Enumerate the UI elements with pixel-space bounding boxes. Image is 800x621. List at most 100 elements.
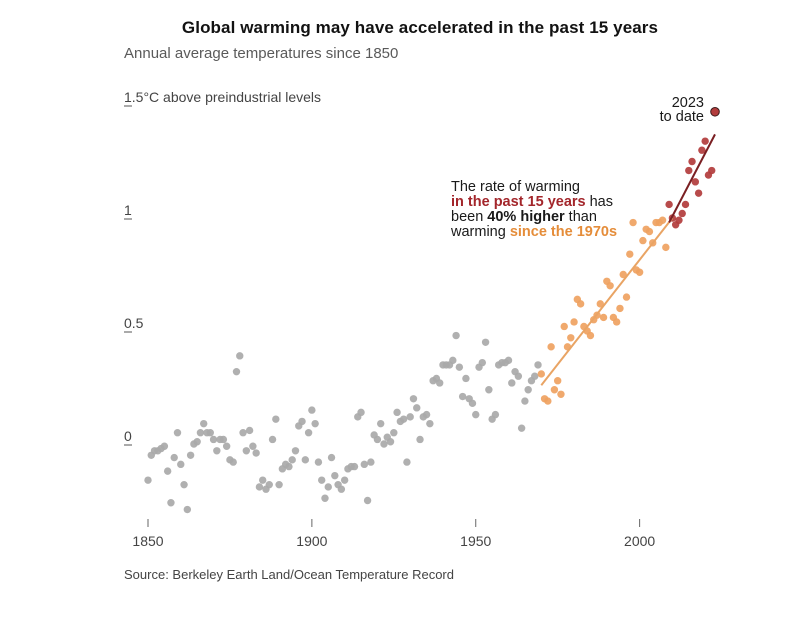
data-point — [524, 386, 532, 394]
data-point — [462, 374, 470, 383]
data-point — [399, 415, 408, 423]
data-point — [413, 404, 421, 412]
data-point — [586, 331, 595, 340]
annotation-than: than — [565, 209, 597, 225]
data-point — [367, 458, 375, 466]
data-point — [324, 483, 332, 491]
data-point — [504, 356, 513, 365]
data-point — [550, 386, 559, 394]
data-point — [252, 449, 260, 457]
annotations: 2023 to date The rate of warming in the … — [450, 95, 704, 240]
data-point — [170, 453, 178, 462]
annotation-40-percent: 40% higher — [487, 209, 565, 225]
data-point — [209, 435, 218, 444]
data-point — [173, 429, 182, 437]
data-point — [298, 417, 306, 426]
data-point — [553, 377, 562, 385]
data-point — [213, 447, 221, 455]
data-point — [599, 313, 608, 322]
data-point — [314, 458, 323, 466]
annotation-has: has — [586, 194, 613, 210]
data-point — [681, 200, 690, 209]
data-point — [275, 480, 283, 489]
data-point — [206, 429, 214, 437]
data-point — [350, 462, 359, 471]
data-point — [222, 442, 231, 450]
data-point — [560, 322, 568, 331]
data-point — [376, 419, 385, 428]
data-point — [458, 392, 467, 401]
data-point — [393, 408, 401, 417]
data-point — [265, 480, 273, 489]
data-point — [186, 451, 195, 459]
data-point — [249, 442, 257, 450]
data-point — [534, 361, 542, 369]
data-point — [688, 157, 696, 166]
data-point — [547, 343, 555, 351]
data-point — [567, 334, 575, 342]
data-point — [183, 505, 192, 514]
data-point — [409, 395, 418, 403]
annotation-rate-line-3: been 40% higher than — [451, 209, 597, 225]
data-point — [514, 372, 523, 380]
x-tick-label: 2000 — [624, 533, 655, 549]
data-point — [304, 429, 313, 437]
data-point — [675, 216, 683, 224]
data-point — [163, 467, 172, 475]
annotation-to-date-label: to date — [660, 109, 704, 125]
data-point — [239, 429, 247, 437]
y-axis-labels: 0 0.5 1 1.5°C above preindustrial levels — [124, 89, 321, 446]
data-point — [331, 471, 339, 480]
data-point — [576, 300, 585, 308]
source-note: Source: Berkeley Earth Land/Ocean Temper… — [124, 567, 454, 582]
data-point — [570, 318, 578, 326]
data-point — [219, 435, 228, 444]
trend-lines — [540, 133, 716, 386]
data-point — [701, 137, 709, 145]
annotation-since-1970s: since the 1970s — [510, 224, 617, 240]
data-point — [468, 399, 477, 408]
data-point — [167, 499, 175, 507]
data-point — [245, 426, 254, 435]
trend-line — [668, 133, 716, 223]
y-tick-label: 1 — [124, 202, 132, 218]
data-point — [449, 356, 457, 365]
data-point — [403, 458, 411, 466]
data-point — [658, 216, 667, 224]
data-point — [691, 178, 700, 186]
x-tick-label: 1850 — [132, 533, 163, 549]
data-point — [485, 386, 493, 394]
data-point — [678, 209, 686, 218]
data-point — [363, 496, 372, 505]
data-point — [285, 462, 293, 471]
data-point — [481, 338, 490, 346]
chart-title: Global warming may have accelerated in t… — [181, 18, 659, 37]
data-point — [390, 429, 398, 437]
data-point — [616, 304, 624, 313]
trend-line — [540, 217, 674, 386]
data-point — [521, 397, 529, 405]
data-point — [318, 476, 326, 484]
data-point — [196, 429, 205, 437]
data-point — [373, 435, 382, 444]
data-point — [160, 442, 169, 450]
data-point — [596, 300, 604, 308]
data-point — [435, 379, 444, 387]
data-point — [360, 460, 369, 469]
data-point — [259, 476, 267, 484]
data-point — [606, 282, 614, 290]
data-point — [662, 243, 670, 252]
data-point — [327, 453, 336, 462]
data-point — [416, 435, 424, 444]
data-point — [531, 372, 539, 380]
annotation-2023-label: 2023 — [672, 95, 704, 111]
y-tick-label: 1.5°C above preindustrial levels — [124, 89, 321, 105]
data-points — [144, 106, 720, 514]
annotation-rate-line-1: The rate of warming — [451, 179, 580, 195]
annotation-warming: warming — [450, 224, 510, 240]
data-point — [455, 363, 464, 371]
data-point — [635, 268, 644, 276]
data-point — [180, 480, 188, 489]
data-point — [629, 218, 637, 227]
